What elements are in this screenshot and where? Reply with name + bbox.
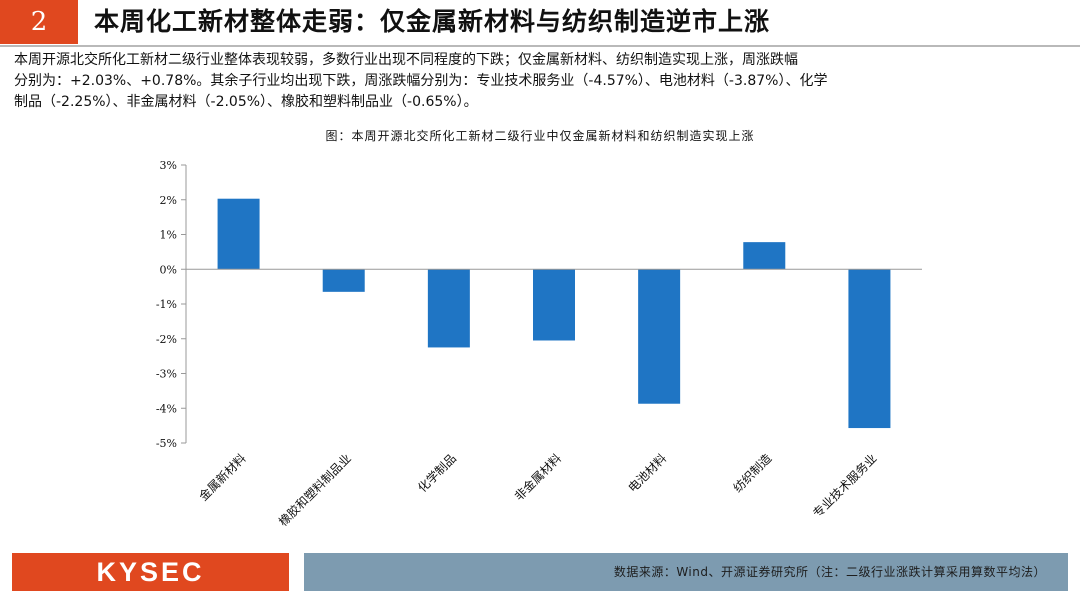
x-tick-label: 金属新材料 (196, 451, 249, 504)
bar-7 (848, 269, 891, 429)
x-tick-label: 电池材料 (625, 451, 669, 495)
title-bar: 2 本周化工新材整体走弱：仅金属新材料与纺织制造逆市上涨 (0, 0, 1080, 44)
bar-4 (533, 269, 575, 341)
y-tick-label: -2% (156, 333, 177, 346)
kysec-logo: KYSEC (12, 553, 289, 591)
y-tick-label: -1% (156, 298, 177, 311)
title-divider (0, 45, 1080, 47)
footer-source-bar: 数据来源：Wind、开源证券研究所（注：二级行业涨跌计算采用算数平均法） (304, 553, 1068, 591)
data-source-note: 数据来源：Wind、开源证券研究所（注：二级行业涨跌计算采用算数平均法） (613, 565, 1046, 579)
bar-6 (743, 242, 786, 270)
x-tick-label: 专业技术服务业 (810, 451, 880, 521)
page-title: 本周化工新材整体走弱：仅金属新材料与纺织制造逆市上涨 (94, 7, 771, 36)
bar-1 (217, 198, 260, 270)
bar-5 (638, 269, 681, 404)
x-tick-label: 纺织制造 (731, 451, 775, 495)
summary-line-3: 制品（-2.25%）、非金属材料（-2.05%）、橡胶和塑料制品业（-0.65%… (14, 94, 478, 110)
y-tick-label: 0% (160, 263, 177, 276)
bar-2 (322, 269, 365, 292)
y-tick-label: 3% (160, 159, 177, 172)
y-tick-label: 1% (160, 229, 177, 242)
x-tick-label: 橡胶和塑料制品业 (275, 451, 353, 529)
y-tick-label: -4% (156, 402, 177, 415)
y-tick-label: -3% (156, 368, 177, 381)
chart-title: 图：本周开源北交所化工新材二级行业中仅金属新材料和纺织制造实现上涨 (325, 129, 755, 143)
bar-3 (427, 269, 470, 348)
summary-text: 本周开源北交所化工新材二级行业整体表现较弱，多数行业出现不同程度的下跌；仅金属新… (14, 50, 1070, 113)
summary-line-1: 本周开源北交所化工新材二级行业整体表现较弱，多数行业出现不同程度的下跌；仅金属新… (14, 52, 798, 68)
x-tick-label: 化学制品 (414, 451, 459, 496)
y-tick-label: 2% (160, 194, 177, 207)
logo-text: KYSEC (96, 557, 205, 587)
bar-chart: 3% 2% 1% 0% -1% -2% -3% -4% -5% 金属新材料 橡胶和塑料制品业 化学制品… (156, 159, 922, 529)
y-tick-label: -5% (156, 437, 177, 450)
x-tick-label: 非金属材料 (511, 451, 564, 504)
section-number: 2 (0, 0, 78, 44)
summary-line-2: 分别为：+2.03%、+0.78%。其余子行业均出现下跌，周涨跌幅分别为：专业技… (14, 73, 828, 89)
